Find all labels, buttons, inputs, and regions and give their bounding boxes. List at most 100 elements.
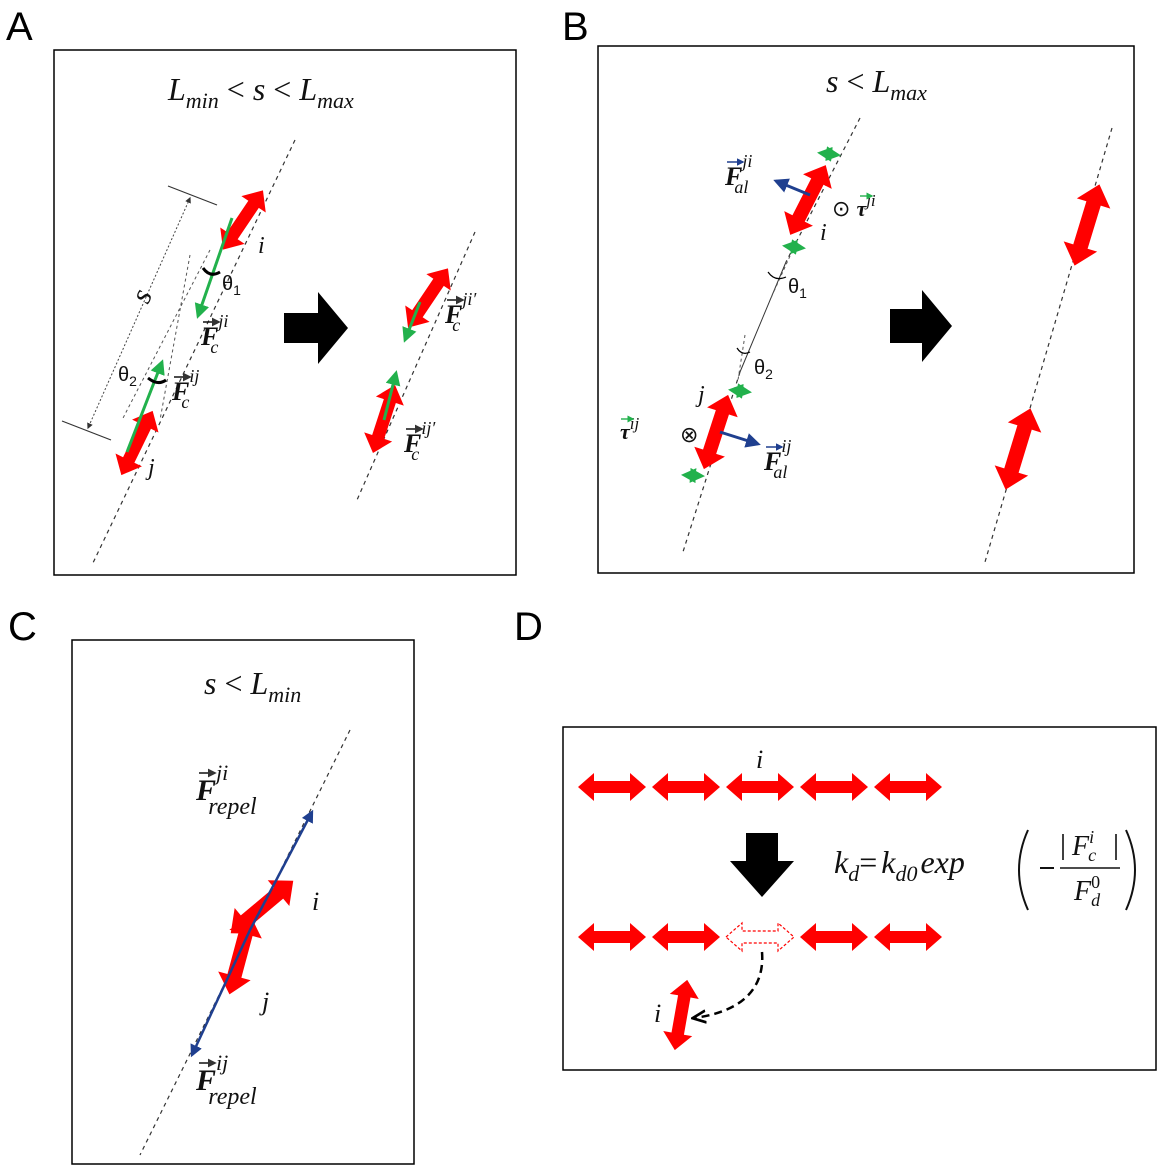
force-c-ji-prime-arrow <box>402 301 422 343</box>
filament-row-top <box>578 773 942 801</box>
panel-c: C s < Lmin i j Fji repel Fij repel <box>8 605 415 1165</box>
label-i: i <box>312 887 319 916</box>
panel-b: B s < Lmax i j θ1 θ2 Fji al Fij a <box>562 5 1135 574</box>
label-j: j <box>259 987 269 1016</box>
force-repel-ij-arrow <box>190 929 252 1058</box>
filament-i <box>210 182 276 258</box>
svg-text:Fij′c: Fij′ c <box>403 418 436 464</box>
panel-a-label: A <box>6 5 33 49</box>
force-al-ij-label: Fij al <box>763 436 791 482</box>
angle-guide-line <box>769 255 791 301</box>
torque-ji-label: ⊙ τji <box>832 191 876 221</box>
panel-d-frame <box>562 726 1157 1071</box>
force-al-ij-arrow <box>719 430 761 448</box>
force-c-ij-prime-label: Fij′ c <box>403 418 436 464</box>
filament-i-after <box>1057 179 1117 271</box>
label-i: i <box>258 233 265 259</box>
torque-ij-arrow-bottom <box>681 467 705 484</box>
torque-ji-arrow-bottom <box>782 239 806 255</box>
angle-guide-line <box>121 249 211 421</box>
force-repel-ji-arrow <box>248 809 314 931</box>
force-c-ij-prime-arrow <box>382 370 401 421</box>
panel-a: A Lmin < s < Lmax s i j θ1 θ2 Fji c <box>6 5 517 576</box>
torque-ij-label: τij ⊗ <box>620 414 698 447</box>
svg-text:Fji′c: Fji′ c <box>444 289 477 335</box>
torque-ji-arrow-top <box>817 146 841 162</box>
panel-c-condition: s < Lmin <box>204 665 301 707</box>
detach-arrow <box>694 951 764 1018</box>
theta2-arc <box>736 347 751 354</box>
filament-axis-line <box>91 139 296 566</box>
force-repel-ij-label: Fij repel <box>195 1050 257 1110</box>
theta1-arc <box>201 267 221 276</box>
label-i: i <box>820 220 827 246</box>
filament-segment-removed <box>725 922 795 952</box>
filament-j <box>108 404 166 482</box>
theta2-label: θ2 <box>118 364 137 389</box>
transition-arrow <box>890 290 952 362</box>
filament-axis-line <box>785 117 861 263</box>
panel-d-label: D <box>514 605 543 649</box>
connector-line <box>739 261 787 373</box>
s-dimension-arrow <box>87 196 191 430</box>
theta1-label: θ1 <box>222 273 241 298</box>
filament-j <box>213 911 267 999</box>
filament-segment <box>726 773 794 801</box>
theta1-arc <box>767 271 787 280</box>
svg-text:Fic: Fi c <box>1071 827 1096 865</box>
force-c-ji-prime-label: Fji′ c <box>444 289 477 335</box>
svg-text:τij: τij <box>620 414 639 444</box>
force-c-ji-arrow <box>194 217 234 319</box>
filament-segment <box>578 773 646 801</box>
panel-a-condition: Lmin < s < Lmax <box>167 71 354 113</box>
panel-b-label: B <box>562 5 589 49</box>
label-j: j <box>695 382 705 408</box>
force-c-ji-label: Fji c <box>200 311 228 357</box>
panel-c-label: C <box>8 605 37 649</box>
filament-segment <box>874 773 942 801</box>
label-i-top: i <box>756 745 763 774</box>
filament-segment <box>578 923 646 951</box>
force-repel-ji-label: Fji repel <box>195 760 257 820</box>
transition-arrow <box>284 292 348 364</box>
theta1-label: θ1 <box>788 276 807 301</box>
filament-segment <box>652 773 720 801</box>
filament-segment <box>800 923 868 951</box>
s-tick-top <box>167 185 218 206</box>
label-i-bottom: i <box>654 999 661 1028</box>
filament-i <box>775 157 841 243</box>
force-al-ji-label: Fji al <box>724 151 752 197</box>
detached-filament-i <box>660 977 702 1053</box>
filament-axis-line <box>139 729 351 1156</box>
theta2-arc <box>147 376 167 385</box>
filament-row-bottom <box>578 922 942 952</box>
torque-ij-arrow-top <box>728 383 752 399</box>
label-j: j <box>145 455 155 481</box>
svg-text:kd=kd0exp: kd= kd0exp <box>834 844 965 886</box>
svg-text:⊗: ⊗ <box>680 422 698 447</box>
svg-text:⊙τji: ⊙ τji <box>832 191 876 221</box>
filament-segment <box>800 773 868 801</box>
detachment-equation: kd= kd0exp Fi c F0 d <box>834 827 1136 911</box>
angle-guide-line <box>737 334 746 381</box>
filament-axis-line <box>356 231 476 501</box>
panel-c-frame <box>71 639 415 1165</box>
force-c-ij-label: Fij c <box>171 366 199 412</box>
panel-d: D i i kd= kd0exp <box>514 605 1157 1071</box>
theta2-label: θ2 <box>754 357 773 382</box>
s-label: s <box>124 284 159 308</box>
panel-a-frame <box>53 49 517 576</box>
svg-text:F0d: F0 d <box>1073 872 1101 910</box>
filament-segment <box>652 923 720 951</box>
filament-j-after <box>988 403 1048 495</box>
transition-arrow <box>730 833 794 897</box>
s-tick-bottom <box>61 420 112 441</box>
panel-b-condition: s < Lmax <box>826 63 927 105</box>
